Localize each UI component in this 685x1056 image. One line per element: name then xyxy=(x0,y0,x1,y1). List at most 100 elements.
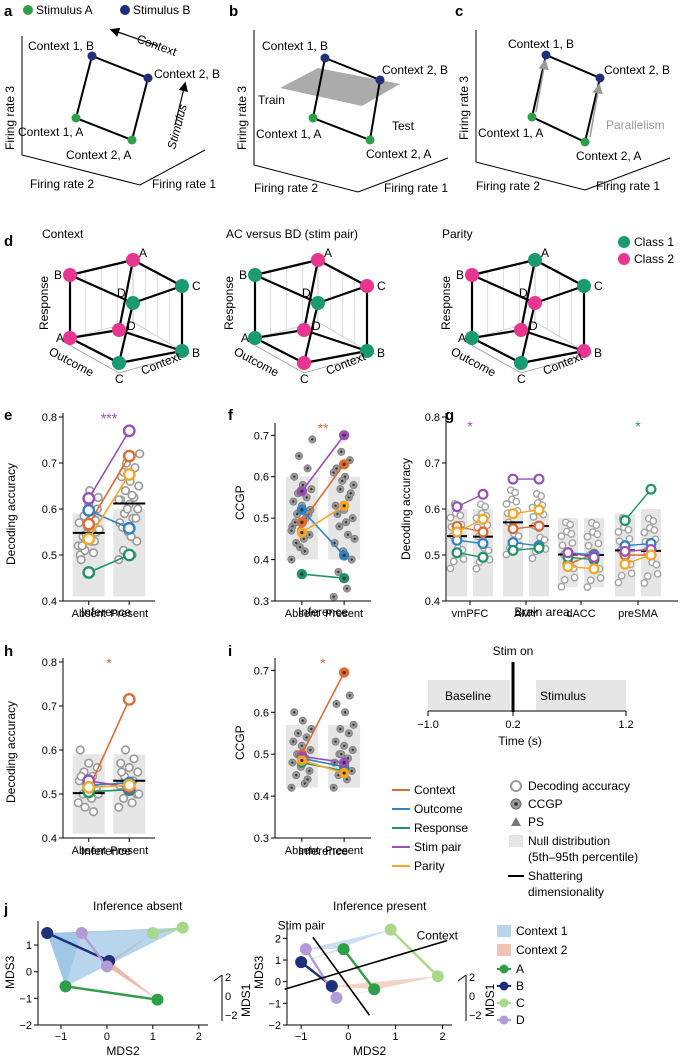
cube-vertex xyxy=(528,253,542,267)
grey-point-center xyxy=(351,748,354,752)
grey-point-center xyxy=(294,541,298,545)
grey-point-center xyxy=(352,723,355,727)
grey-point-center xyxy=(298,545,302,549)
y-tick-label: 0.5 xyxy=(254,513,269,525)
time-axis-label: Time (s) xyxy=(498,734,542,748)
grey-point xyxy=(118,793,129,804)
grey-point xyxy=(560,575,569,584)
x-tick-label: Absent xyxy=(72,845,106,857)
label-c1b: Context 1, B xyxy=(28,39,94,53)
y-tick-label: 2 xyxy=(275,933,281,945)
grey-point xyxy=(88,548,99,558)
context-label: Context xyxy=(417,928,459,942)
panel-i: i CCGP Inference 0.3 0.4 0.5 0.6 0.7 Absent Pr… xyxy=(228,643,371,858)
label-c2a: Context 2, A xyxy=(366,147,431,161)
x-tick-label: Present xyxy=(325,608,363,620)
significance-star: *** xyxy=(101,410,118,426)
x-axis-label-2: Firing rate 2 xyxy=(30,177,94,191)
condition-point xyxy=(384,923,397,936)
grey-point-center xyxy=(303,550,306,553)
panel-label-i: i xyxy=(228,643,232,660)
y-axis-label: Decoding accuracy xyxy=(399,458,413,560)
stimulus-a-legend-dot xyxy=(23,5,33,15)
variable-point-response xyxy=(122,548,136,562)
stim-pair-boundary xyxy=(312,936,371,1016)
variable-point-context xyxy=(122,693,136,706)
class-2-legend: Class 2 xyxy=(634,252,674,266)
legend-context-1: Context 1 xyxy=(516,924,568,938)
grey-point xyxy=(643,572,652,581)
cube-edge xyxy=(317,284,368,305)
x-tick-label: vmPFC xyxy=(452,608,489,620)
grey-point-center xyxy=(301,719,305,722)
variable-point-stimpair xyxy=(451,501,463,513)
cube-vertex xyxy=(360,279,374,293)
cube-vertex xyxy=(514,356,528,370)
y-tick-label: 0.7 xyxy=(425,458,440,470)
x-tick-label: −1 xyxy=(55,1031,68,1043)
significance-star: * xyxy=(635,418,641,434)
label-c1a: Context 1, A xyxy=(478,126,543,140)
axes-3d xyxy=(253,30,449,193)
y-tick-label: 0.4 xyxy=(254,791,269,803)
cube-axis-outcome: Outcome xyxy=(449,344,499,379)
context-2-swatch xyxy=(497,944,511,956)
plot-e: 0.4 0.5 0.6 0.7 0.8 Absent Present *** xyxy=(42,410,155,620)
cube-vertex-label: D xyxy=(312,319,321,333)
cube-edge xyxy=(302,259,320,331)
cube-vertex-label: A xyxy=(241,331,249,345)
cube-vertex xyxy=(465,268,479,282)
x-axis-label-2: Firing rate 2 xyxy=(476,179,540,193)
condition-point xyxy=(330,991,343,1004)
cube-axis-outcome: Outcome xyxy=(232,344,282,379)
grey-point xyxy=(502,500,511,508)
variable-point-response xyxy=(645,483,657,495)
grey-point-center xyxy=(332,471,335,474)
legend-outcome: Outcome xyxy=(414,802,463,816)
point-c1a xyxy=(71,113,81,123)
grey-point xyxy=(456,511,465,520)
y-tick-label: 0.4 xyxy=(425,596,440,608)
cube-vertex-label: A xyxy=(139,246,147,260)
grey-point xyxy=(75,745,85,755)
x-axis-label-1: Firing rate 1 xyxy=(152,177,216,191)
variable-point-center xyxy=(300,531,304,535)
parallel-arrow-1 xyxy=(535,59,549,113)
grey-point-center xyxy=(337,570,340,574)
grey-point-center xyxy=(335,467,338,470)
cube-vertex-label: A xyxy=(56,331,64,345)
grey-point-center xyxy=(348,458,352,462)
cube-floor-axis xyxy=(248,341,376,374)
cube-vertex-label: A xyxy=(324,246,332,260)
cube-grid xyxy=(317,321,368,352)
context-2-plane-shade xyxy=(106,961,158,1000)
cube-edge xyxy=(132,259,183,287)
y-tick-label: 0.7 xyxy=(42,701,57,713)
parallel-arrow-2 xyxy=(589,83,603,138)
variable-point-center xyxy=(300,758,304,763)
condition-point xyxy=(75,927,88,939)
tick-label: 0.2 xyxy=(505,719,520,731)
cube-floor-axis xyxy=(465,341,593,374)
panel-label-h: h xyxy=(4,643,13,660)
condition-point xyxy=(146,927,159,939)
point-c2a xyxy=(127,135,137,145)
y-tick-label: 0 xyxy=(275,977,281,989)
z-tick-label: 2 xyxy=(225,972,231,984)
x-axis-label: Inference xyxy=(298,605,348,619)
cube-vertex xyxy=(465,331,479,345)
point-c2b xyxy=(595,73,605,83)
cube-vertex-label: B xyxy=(239,268,247,282)
context-1-plane xyxy=(301,929,391,963)
legend-d: D xyxy=(516,1013,525,1027)
y-axis-label: CCGP xyxy=(233,725,247,760)
cube-edge xyxy=(118,349,183,365)
variable-point-response xyxy=(533,542,545,554)
grey-point xyxy=(120,486,131,496)
point-c1a xyxy=(527,112,537,122)
grey-point xyxy=(568,539,577,547)
grey-point xyxy=(514,532,523,541)
cube-axis-context: Context xyxy=(324,349,368,378)
cube-edge xyxy=(69,273,134,305)
y-tick-label: 0.5 xyxy=(425,550,440,562)
